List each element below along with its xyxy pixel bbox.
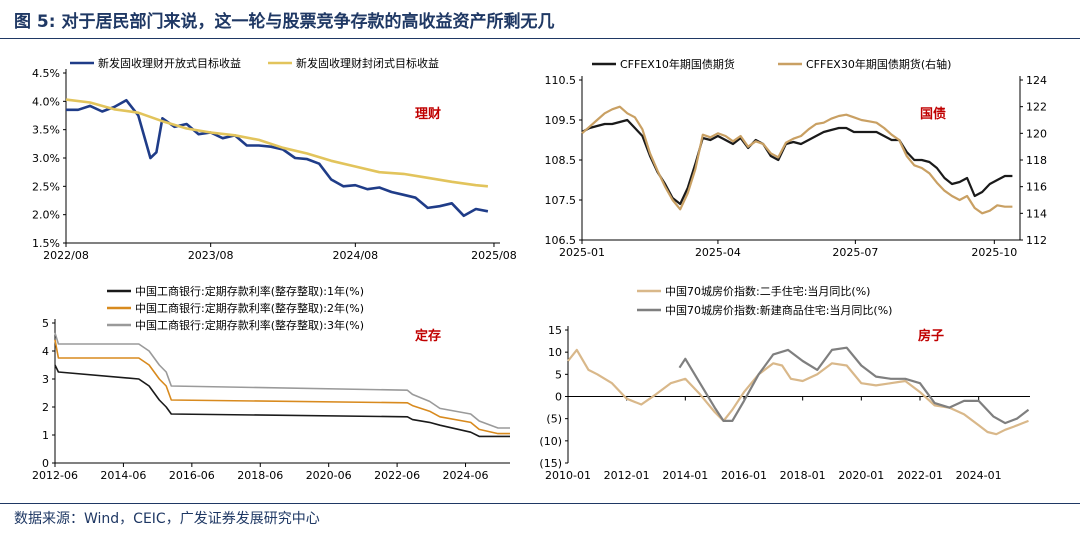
bottom-rule <box>0 503 1080 504</box>
legend-label-1: CFFEX10年期国债期货 <box>620 57 735 71</box>
panel-tag: 国债 <box>920 106 946 122</box>
y-tick-label: 1 <box>42 429 49 442</box>
legend-label-1: 中国70城房价指数:二手住宅:当月同比(%) <box>665 284 870 298</box>
legend-label-1: 新发固收理财开放式目标收益 <box>98 56 241 70</box>
x-tick-label: 2022/08 <box>43 249 89 262</box>
x-tick-label: 2025-07 <box>832 246 878 259</box>
chart-deposit-rates: 0 1 2 3 4 5 2012-06 2014-06 2016-06 2018-06 2020-0… <box>32 284 510 482</box>
y-right-tick-label: 112 <box>1026 234 1047 247</box>
y-tick-label: 2 <box>42 401 49 414</box>
y-tick-label: 3 <box>42 373 49 386</box>
x-tick-label: 2025/08 <box>471 249 517 262</box>
x-tick-label: 2024/08 <box>332 249 378 262</box>
panel-tag: 定存 <box>414 328 441 344</box>
y-tick-label: 15 <box>548 324 562 337</box>
y-right-tick-label: 122 <box>1026 101 1047 114</box>
series-line-2 <box>54 339 510 435</box>
data-source: 数据来源：Wind，CEIC，广发证券发展研究中心 <box>14 511 320 527</box>
series-line-1 <box>581 118 1013 206</box>
series-line-1 <box>567 348 1029 436</box>
series-line-1 <box>66 98 489 218</box>
chart-house-prices: (15) (10) (5) 0 5 10 15 2010-01 2012-01 2014-01 20… <box>539 284 1030 482</box>
y-tick-label: 3.5% <box>32 124 60 137</box>
y-tick-label: 5 <box>42 317 49 330</box>
x-tick-label: 2025-01 <box>559 246 605 259</box>
y-right-tick-label: 120 <box>1026 127 1047 140</box>
series-line-2 <box>678 346 1030 425</box>
y-tick-label: 2.0% <box>32 209 60 222</box>
panel-tag: 理财 <box>415 106 441 122</box>
y-tick-label: 5 <box>555 368 562 381</box>
x-tick-label: 2012-01 <box>604 469 650 482</box>
y-right-tick-label: 114 <box>1026 207 1047 220</box>
x-tick-label: 2025-10 <box>971 246 1017 259</box>
x-tick-label: 2014-06 <box>100 469 146 482</box>
y-tick-label: 4.5% <box>32 67 60 80</box>
x-tick-label: 2018-01 <box>780 469 826 482</box>
y-tick-label: 4.0% <box>32 95 60 108</box>
x-tick-label: 2024-01 <box>956 469 1002 482</box>
y-tick-label: 1.5% <box>32 237 60 250</box>
x-tick-label: 2024-06 <box>443 469 489 482</box>
x-tick-label: 2022-01 <box>897 469 943 482</box>
y-tick-label: 110.5 <box>545 74 577 87</box>
y-right-tick-label: 124 <box>1026 74 1047 87</box>
y-tick-label: 108.5 <box>545 154 577 167</box>
y-tick-label: (5) <box>546 413 562 426</box>
x-tick-label: 2023/08 <box>188 249 234 262</box>
y-tick-label: 0 <box>42 457 49 470</box>
series-line-3 <box>54 332 510 429</box>
y-tick-label: 106.5 <box>545 234 577 247</box>
y-right-tick-label: 118 <box>1026 154 1047 167</box>
y-tick-label: 3.0% <box>32 152 60 165</box>
chart-wealth-mgmt-yield: 1.5% 2.0% 2.5% 3.0% 3.5% 4.0% 4.5% 2022/08 2023/… <box>32 56 517 262</box>
legend-label-3: 中国工商银行:定期存款利率(整存整取):3年(%) <box>135 318 364 332</box>
x-tick-label: 2020-01 <box>838 469 884 482</box>
y-tick-label: (15) <box>539 457 562 470</box>
legend-label-2: 中国工商银行:定期存款利率(整存整取):2年(%) <box>135 301 364 315</box>
legend-label-1: 中国工商银行:定期存款利率(整存整取):1年(%) <box>135 284 364 298</box>
y-tick-label: 109.5 <box>545 114 577 127</box>
y-right-tick-label: 116 <box>1026 181 1047 194</box>
legend-label-2: 中国70城房价指数:新建商品住宅:当月同比(%) <box>665 303 892 317</box>
x-tick-label: 2012-06 <box>32 469 78 482</box>
x-tick-label: 2025-04 <box>695 246 741 259</box>
x-tick-label: 2022-06 <box>374 469 420 482</box>
chart-treasury-futures: 106.5 107.5 108.5 109.5 110.5 112 114 116 118 120… <box>545 57 1048 259</box>
x-tick-label: 2020-06 <box>306 469 352 482</box>
x-tick-label: 2016-06 <box>169 469 215 482</box>
y-tick-label: 0 <box>555 391 562 404</box>
panel-tag: 房子 <box>918 328 944 344</box>
legend-label-2: 新发固收理财封闭式目标收益 <box>296 56 439 70</box>
y-tick-label: 107.5 <box>545 194 577 207</box>
x-tick-label: 2018-06 <box>237 469 283 482</box>
y-tick-label: 2.5% <box>32 180 60 193</box>
x-tick-label: 2016-01 <box>721 469 767 482</box>
series-line-2 <box>581 105 1013 215</box>
y-tick-label: 10 <box>548 346 562 359</box>
legend-label-2: CFFEX30年期国债期货(右轴) <box>806 57 951 71</box>
top-rule <box>0 38 1080 39</box>
y-tick-label: 4 <box>42 345 49 358</box>
x-tick-label: 2010-01 <box>545 469 591 482</box>
x-tick-label: 2014-01 <box>662 469 708 482</box>
figure-title: 图 5: 对于居民部门来说，这一轮与股票竞争存款的高收益资产所剩无几 <box>14 12 555 32</box>
y-tick-label: (10) <box>539 435 562 448</box>
series-line-1 <box>54 364 510 438</box>
series-line-2 <box>65 98 489 188</box>
